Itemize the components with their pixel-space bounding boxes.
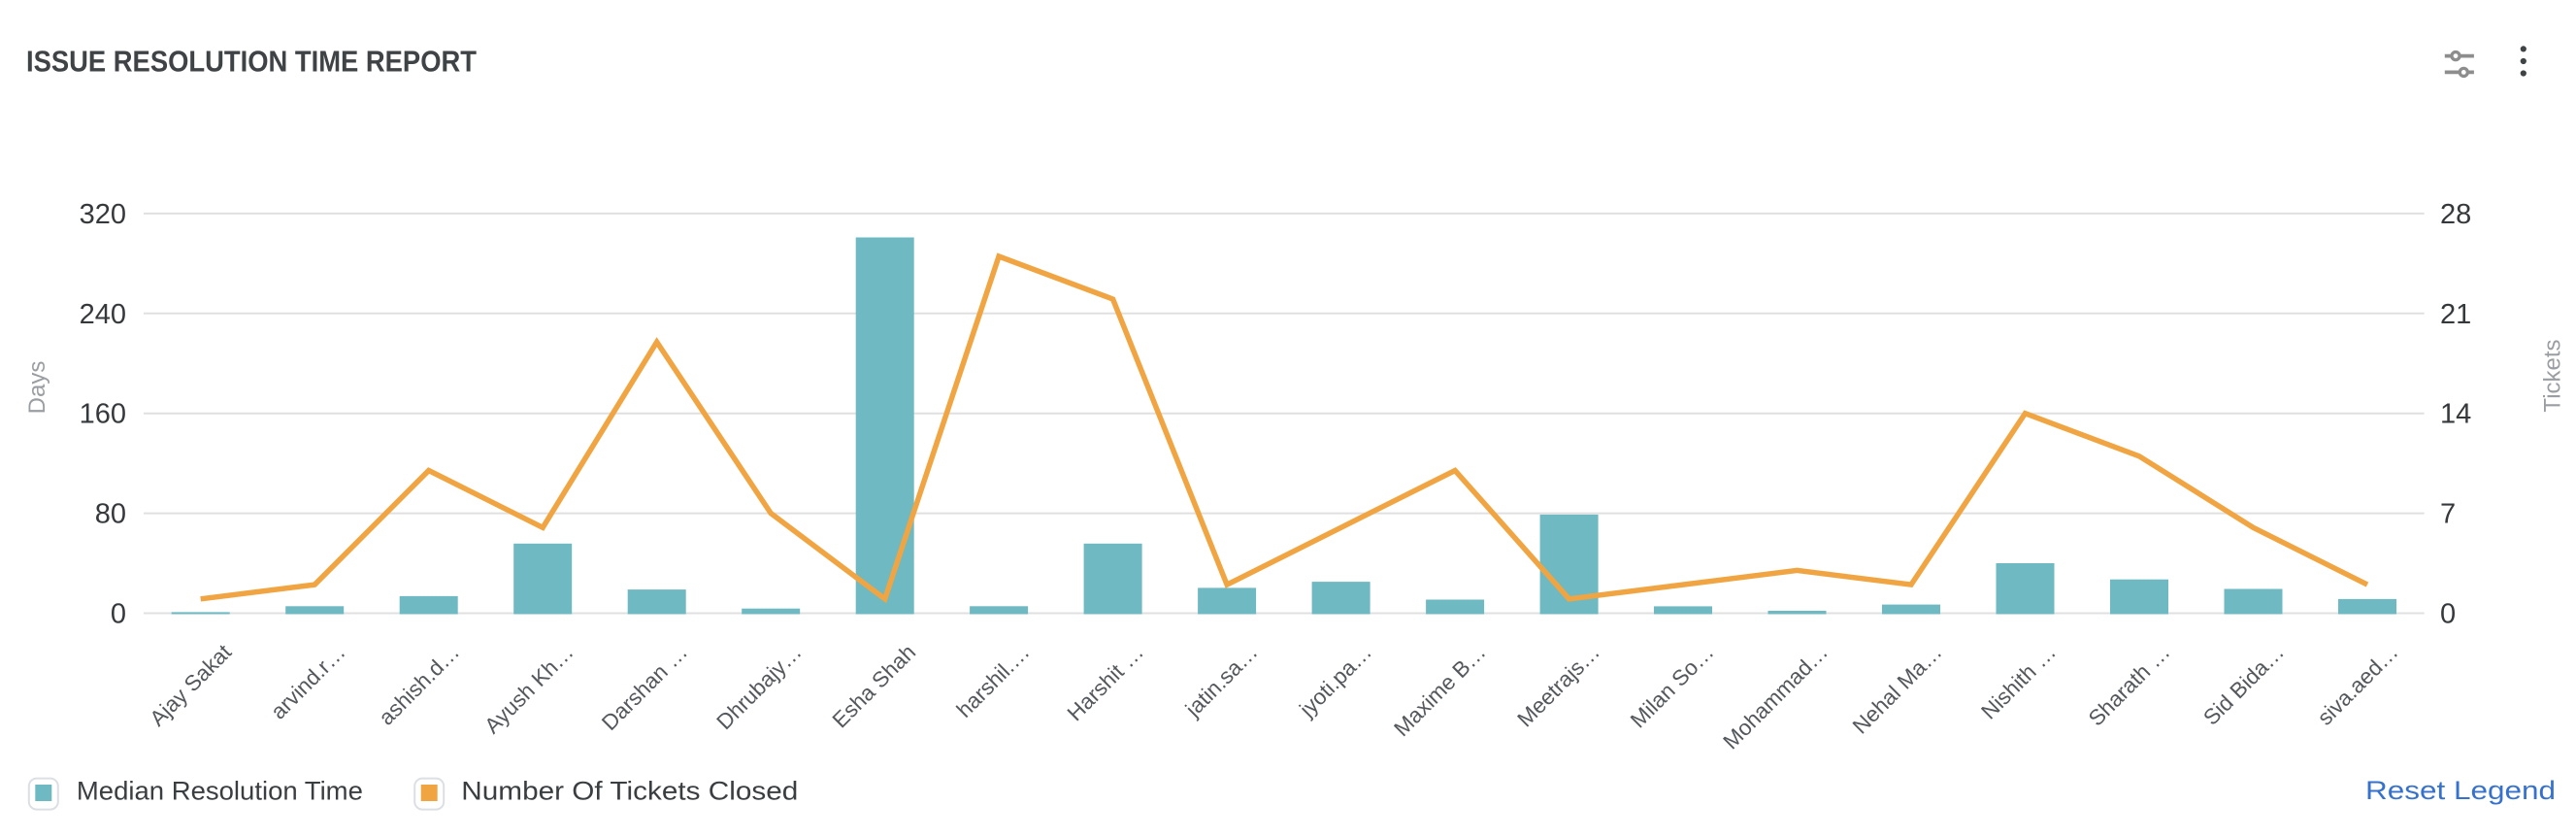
svg-text:Reset Legend: Reset Legend	[2365, 776, 2556, 805]
svg-text:7: 7	[2440, 499, 2456, 530]
svg-text:Median Resolution Time: Median Resolution Time	[77, 777, 363, 806]
svg-text:320: 320	[80, 199, 126, 230]
svg-text:Tickets: Tickets	[2540, 339, 2566, 412]
svg-text:0: 0	[2440, 599, 2456, 630]
svg-text:80: 80	[95, 499, 126, 530]
svg-text:21: 21	[2440, 299, 2471, 330]
svg-text:Number Of Tickets Closed: Number Of Tickets Closed	[461, 777, 798, 806]
svg-text:ISSUE RESOLUTION TIME REPORT: ISSUE RESOLUTION TIME REPORT	[26, 45, 477, 79]
svg-text:28: 28	[2440, 199, 2471, 230]
svg-text:160: 160	[80, 399, 126, 430]
svg-text:240: 240	[80, 299, 126, 330]
svg-text:14: 14	[2440, 399, 2471, 430]
svg-text:0: 0	[111, 599, 126, 630]
svg-text:Days: Days	[24, 361, 50, 415]
